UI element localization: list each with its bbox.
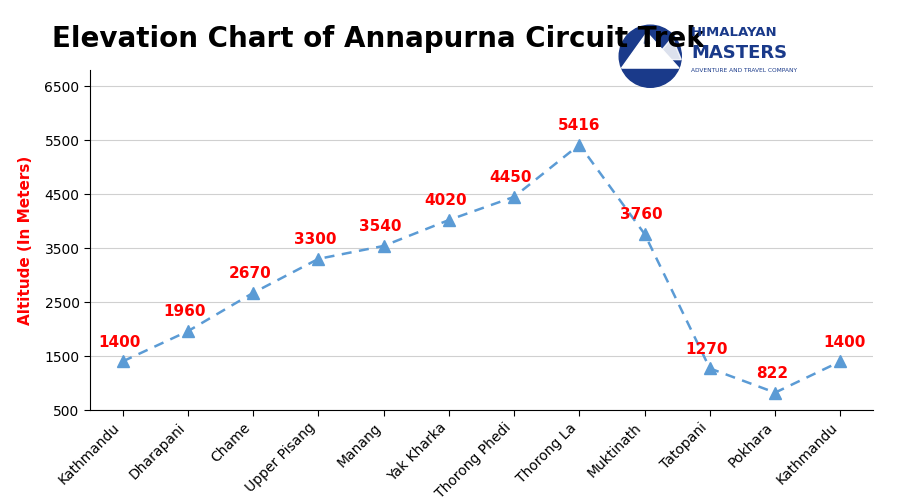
Text: 1270: 1270 bbox=[686, 342, 728, 356]
Circle shape bbox=[619, 25, 681, 88]
Polygon shape bbox=[644, 32, 650, 44]
Text: 5416: 5416 bbox=[558, 118, 600, 133]
Text: 3760: 3760 bbox=[620, 207, 662, 222]
Text: 3540: 3540 bbox=[359, 219, 401, 234]
Y-axis label: Altitude (In Meters): Altitude (In Meters) bbox=[18, 156, 33, 324]
Text: 1400: 1400 bbox=[98, 334, 140, 349]
Text: ADVENTURE AND TRAVEL COMPANY: ADVENTURE AND TRAVEL COMPANY bbox=[691, 68, 797, 73]
Text: HIMALAYAN: HIMALAYAN bbox=[691, 26, 778, 39]
Text: 822: 822 bbox=[756, 366, 788, 380]
Text: 4020: 4020 bbox=[424, 193, 467, 208]
Polygon shape bbox=[653, 38, 681, 60]
Text: 1400: 1400 bbox=[824, 334, 866, 349]
Text: MASTERS: MASTERS bbox=[691, 44, 788, 62]
Polygon shape bbox=[622, 32, 679, 68]
Text: 3300: 3300 bbox=[294, 232, 337, 247]
Text: 2670: 2670 bbox=[229, 266, 271, 281]
Text: 4450: 4450 bbox=[490, 170, 532, 185]
Text: 1960: 1960 bbox=[164, 304, 206, 320]
Text: Elevation Chart of Annapurna Circuit Trek: Elevation Chart of Annapurna Circuit Tre… bbox=[51, 25, 705, 53]
